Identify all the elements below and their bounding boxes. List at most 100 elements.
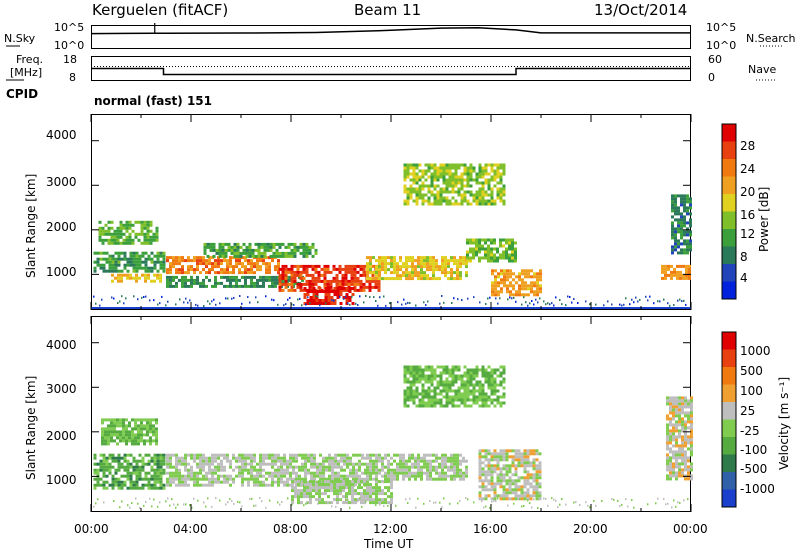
power-ground-cell bbox=[639, 298, 641, 301]
power-cell-7 bbox=[318, 299, 322, 302]
power-cell-8 bbox=[444, 274, 447, 278]
power-cell-1 bbox=[119, 226, 123, 230]
velocity-cell-1 bbox=[131, 442, 134, 446]
velocity-cell-5 bbox=[403, 389, 407, 393]
power-cell-6 bbox=[332, 276, 336, 280]
power-cell-10 bbox=[478, 172, 482, 176]
velocity-cell-2 bbox=[232, 480, 235, 484]
velocity-cell-2 bbox=[250, 471, 253, 475]
velocity-cell-0 bbox=[111, 453, 115, 457]
velocity-cell-5 bbox=[469, 368, 473, 372]
power-cell-9 bbox=[505, 256, 508, 260]
velocity-cell-2 bbox=[199, 453, 202, 457]
power-cell-8 bbox=[384, 259, 387, 263]
velocity-cell-1 bbox=[116, 436, 119, 440]
velocity-cell-2 bbox=[226, 456, 229, 460]
power-cell-9 bbox=[508, 241, 511, 245]
power-cell-3 bbox=[235, 265, 238, 269]
velocity-cell-5 bbox=[493, 404, 497, 408]
power-cell-10 bbox=[484, 181, 488, 185]
velocity-ground-cell bbox=[467, 498, 469, 501]
power-cell-4 bbox=[181, 281, 184, 285]
power-cell-7 bbox=[336, 287, 340, 290]
power-cell-1 bbox=[155, 232, 159, 236]
velocity-cell-0 bbox=[111, 483, 115, 487]
velocity-cell-2 bbox=[208, 471, 211, 475]
power-cell-0 bbox=[93, 266, 97, 270]
velocity-cell-5 bbox=[454, 395, 458, 399]
velocity-cell-2 bbox=[277, 456, 280, 460]
power-cell-6 bbox=[353, 282, 357, 286]
velocity-ground-cell bbox=[443, 497, 445, 500]
power-cell-10 bbox=[487, 184, 491, 188]
velocity-cell-7 bbox=[687, 411, 690, 415]
power-cell-10 bbox=[460, 163, 464, 167]
power-cell-10 bbox=[502, 193, 506, 197]
velocity-cell-5 bbox=[466, 371, 470, 375]
power-cell-10 bbox=[439, 163, 443, 167]
power-cell-10 bbox=[484, 199, 488, 203]
velocity-cell-0 bbox=[123, 456, 127, 460]
velocity-cell-7 bbox=[672, 435, 675, 439]
power-ground-cell bbox=[585, 300, 587, 303]
velocity-cell-0 bbox=[156, 474, 160, 478]
velocity-cell-4 bbox=[414, 471, 417, 475]
power-ground-cell bbox=[427, 300, 429, 303]
velocity-cell-6 bbox=[502, 497, 506, 501]
power-cell-0 bbox=[129, 263, 133, 267]
velocity-cell-2 bbox=[175, 477, 178, 481]
velocity-cell-6 bbox=[499, 458, 503, 462]
power-cell-5 bbox=[224, 242, 228, 246]
power-cell-10 bbox=[487, 187, 491, 191]
power-cell-10 bbox=[445, 181, 449, 185]
power-cell-6 bbox=[290, 288, 294, 292]
velocity-cell-5 bbox=[493, 368, 497, 372]
velocity-ground-cell bbox=[553, 498, 555, 501]
power-cell-11 bbox=[509, 290, 512, 294]
power-cell-10 bbox=[478, 202, 482, 206]
power-cell-3 bbox=[220, 268, 223, 272]
velocity-cell-2 bbox=[241, 474, 244, 478]
velocity-cell-5 bbox=[406, 389, 410, 393]
power-ground-cell bbox=[215, 303, 217, 306]
velocity-cell-7 bbox=[672, 408, 675, 412]
power-cell-5 bbox=[248, 254, 252, 258]
power-cell-11 bbox=[536, 272, 539, 276]
velocity-cell-3 bbox=[369, 483, 372, 487]
velocity-cell-3 bbox=[345, 501, 348, 505]
power-cell-6 bbox=[359, 285, 363, 289]
power-cell-13 bbox=[674, 245, 677, 249]
velocity-cell-7 bbox=[684, 396, 687, 400]
velocity-cell-0 bbox=[156, 468, 160, 472]
velocity-cell-5 bbox=[493, 386, 497, 390]
power-cell-10 bbox=[493, 184, 497, 188]
power-cell-6 bbox=[371, 285, 375, 289]
velocity-cell-6 bbox=[502, 491, 506, 495]
power-cell-6 bbox=[293, 279, 297, 283]
velocity-cell-6 bbox=[529, 476, 533, 480]
power-cell-11 bbox=[515, 293, 518, 297]
power-cell-13 bbox=[683, 209, 686, 213]
power-cell-3 bbox=[226, 268, 229, 272]
power-cell-10 bbox=[466, 169, 470, 173]
velocity-cell-3 bbox=[378, 501, 381, 505]
power-cell-10 bbox=[484, 172, 488, 176]
velocity-cell-0 bbox=[141, 465, 145, 469]
velocity-cell-2 bbox=[196, 471, 199, 475]
velocity-cell-1 bbox=[125, 433, 128, 437]
velocity-cell-5 bbox=[487, 383, 491, 387]
velocity-cell-5 bbox=[403, 371, 407, 375]
velocity-cell-2 bbox=[322, 459, 325, 463]
velocity-cell-6 bbox=[487, 449, 491, 453]
power-cell-2 bbox=[144, 279, 147, 283]
velocity-cell-2 bbox=[235, 456, 238, 460]
power-cell-10 bbox=[463, 193, 467, 197]
power-cell-8 bbox=[441, 259, 444, 263]
power-ground-cell bbox=[233, 296, 235, 299]
velocity-cell-6 bbox=[532, 479, 536, 483]
power-cell-8 bbox=[375, 268, 378, 272]
power-cell-10 bbox=[451, 196, 455, 200]
power-cell-3 bbox=[208, 259, 211, 263]
velocity-cell-3 bbox=[381, 501, 384, 505]
power-cell-4 bbox=[262, 284, 265, 288]
